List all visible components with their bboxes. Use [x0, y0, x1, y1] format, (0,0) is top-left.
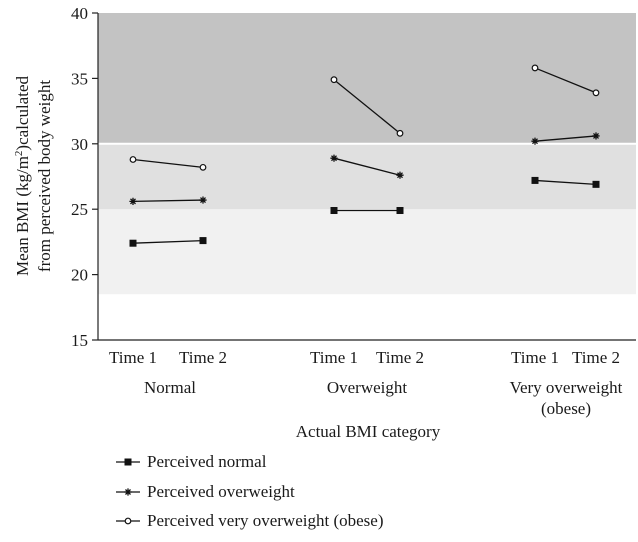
bmi-band-2 — [98, 13, 636, 144]
axes: 15 20 25 30 35 40 — [71, 4, 636, 350]
x-axis-label: Actual BMI category — [296, 422, 441, 441]
square-marker — [129, 239, 137, 247]
y-tick-label: 30 — [71, 135, 88, 154]
bmi-band-1 — [98, 143, 636, 210]
square-marker — [330, 207, 338, 215]
legend-item: Perceived overweight — [116, 482, 295, 501]
circle-marker — [330, 76, 338, 84]
legend-item: Perceived normal — [116, 452, 267, 471]
legend-label: Perceived overweight — [147, 482, 295, 501]
x-tick-label: Time 2 — [179, 348, 227, 367]
series-line — [534, 179, 597, 185]
y-axis-label-line1: Mean BMI (kg/m2)calculated — [13, 76, 32, 276]
circle-marker — [129, 156, 137, 163]
y-tick-label: 25 — [71, 200, 88, 219]
square-marker — [124, 458, 132, 466]
series-line — [132, 199, 204, 203]
y-axis-label-line2: from perceived body weight — [35, 80, 54, 272]
legend-item: Perceived very overweight (obese) — [116, 511, 383, 530]
x-tick-label: Time 1 — [310, 348, 358, 367]
star-marker — [129, 197, 137, 205]
series-0 — [129, 176, 600, 247]
bmi-bands — [98, 13, 636, 295]
star-marker — [199, 196, 207, 204]
series-layer — [129, 64, 600, 247]
category-label: Very overweight — [510, 378, 623, 397]
series-line — [534, 135, 597, 142]
star-marker — [330, 154, 338, 162]
x-tick-label: Time 2 — [572, 348, 620, 367]
circle-marker — [124, 517, 132, 525]
circle-marker — [592, 89, 600, 97]
category-label: Normal — [144, 378, 196, 397]
star-marker — [531, 137, 539, 145]
legend: Perceived normal Perceived overweight Perc… — [116, 452, 383, 530]
y-tick-label: 40 — [71, 4, 88, 23]
star-marker — [124, 488, 132, 496]
y-tick-label: 15 — [71, 331, 88, 350]
category-label: Overweight — [327, 378, 408, 397]
series-2 — [129, 64, 600, 171]
square-marker — [531, 176, 539, 184]
category-label-line2: (obese) — [541, 399, 591, 418]
bmi-band-0 — [98, 209, 636, 295]
square-marker — [592, 180, 600, 188]
star-marker — [396, 171, 404, 179]
y-tick-label: 20 — [71, 266, 88, 285]
labels-layer: Time 1 Time 2 Time 1 Time 2 Time 1 Time 2 Norm… — [109, 348, 623, 418]
legend-label: Perceived normal — [147, 452, 267, 471]
series-line — [132, 158, 204, 168]
series-line — [534, 67, 597, 94]
legend-label: Perceived very overweight (obese) — [147, 511, 383, 530]
circle-marker — [531, 64, 539, 72]
series-1 — [129, 132, 600, 205]
series-line — [132, 239, 204, 244]
circle-marker — [396, 129, 404, 137]
x-tick-label: Time 1 — [109, 348, 157, 367]
series-line — [333, 79, 401, 134]
y-tick-label: 35 — [71, 69, 88, 88]
square-marker — [199, 237, 207, 245]
x-tick-label: Time 1 — [511, 348, 559, 367]
star-marker — [592, 132, 600, 140]
circle-marker — [199, 163, 207, 171]
square-marker — [396, 207, 404, 215]
series-line — [333, 157, 401, 176]
x-tick-label: Time 2 — [376, 348, 424, 367]
